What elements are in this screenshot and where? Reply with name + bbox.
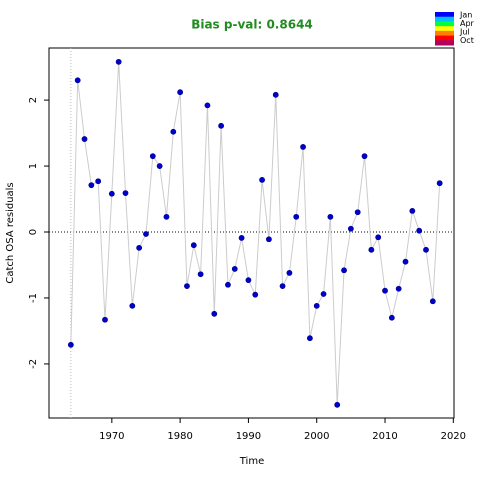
point — [122, 190, 129, 196]
point — [259, 177, 265, 183]
y-tick-label: 2 — [28, 97, 39, 103]
legend-swatch — [435, 40, 454, 46]
point — [347, 225, 354, 232]
point — [163, 213, 170, 220]
point — [354, 209, 361, 216]
point — [252, 291, 259, 298]
point — [129, 302, 136, 309]
x-tick-label: 2010 — [372, 431, 397, 442]
point — [245, 277, 252, 284]
point — [67, 341, 74, 348]
point — [361, 153, 368, 160]
x-tick-label: 2020 — [441, 431, 466, 442]
point — [327, 213, 334, 220]
point — [341, 267, 347, 274]
point — [402, 258, 409, 265]
point — [279, 283, 286, 289]
residual-line — [70, 61, 441, 405]
point — [231, 266, 238, 272]
point — [218, 122, 225, 129]
point — [409, 208, 416, 214]
x-axis-label: Time — [239, 456, 264, 467]
point — [115, 58, 122, 65]
point — [300, 144, 306, 150]
point — [320, 291, 327, 297]
point — [170, 128, 177, 135]
point — [88, 182, 95, 189]
point — [74, 77, 81, 84]
point — [225, 281, 231, 288]
point — [368, 246, 375, 253]
point — [204, 102, 211, 109]
x-tick-label: 1980 — [167, 431, 192, 442]
x-tick-label: 1970 — [99, 431, 124, 442]
legend-swatch — [435, 12, 454, 18]
legend-swatch — [435, 35, 454, 41]
legend-swatch — [435, 30, 454, 37]
plot-frame — [48, 47, 455, 419]
point — [293, 213, 300, 220]
chart-title: Bias p-val: 0.8644 — [191, 18, 313, 32]
point — [108, 190, 115, 197]
point — [81, 136, 88, 142]
point — [197, 271, 204, 278]
y-axis-label: Catch OSA residuals — [5, 182, 16, 283]
point — [436, 180, 443, 187]
point — [429, 298, 436, 305]
y-tick-label: 0 — [28, 229, 39, 235]
point — [238, 235, 245, 241]
point — [416, 227, 423, 234]
point — [190, 242, 197, 249]
legend-swatch — [435, 21, 454, 27]
point — [184, 283, 190, 289]
point — [423, 246, 429, 253]
x-tick-label: 2000 — [304, 431, 329, 442]
y-tick-label: -2 — [28, 359, 39, 369]
point — [156, 163, 163, 169]
point — [272, 91, 279, 98]
legend-label: Jan — [459, 11, 472, 20]
point — [149, 153, 156, 160]
legend-label: Oct — [460, 36, 474, 45]
point — [266, 236, 272, 243]
point — [211, 310, 218, 317]
point — [382, 287, 388, 294]
point — [395, 285, 402, 292]
point — [95, 178, 102, 185]
point — [306, 335, 313, 342]
legend-swatch — [435, 16, 454, 22]
point — [334, 401, 341, 408]
legend-swatch — [435, 26, 454, 32]
legend-label: Apr — [460, 19, 475, 28]
x-tick-label: 1990 — [236, 431, 261, 442]
point — [286, 270, 293, 276]
point — [136, 244, 143, 251]
point — [177, 89, 184, 96]
point — [102, 316, 108, 323]
legend-label: Jul — [459, 28, 470, 37]
y-tick-label: -1 — [28, 293, 39, 303]
point — [143, 231, 149, 237]
point — [313, 302, 320, 309]
point — [375, 234, 382, 241]
point — [388, 314, 395, 321]
y-tick-label: 1 — [28, 163, 39, 169]
